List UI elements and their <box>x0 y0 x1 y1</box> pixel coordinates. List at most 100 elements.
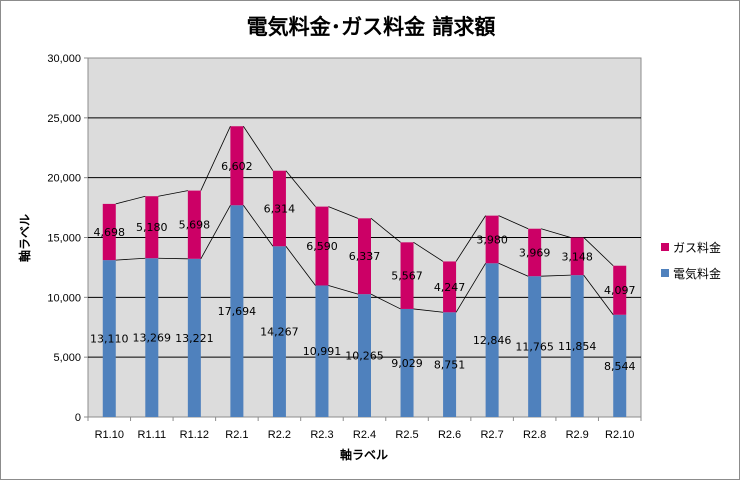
x-tick-label: R2.7 <box>480 429 503 441</box>
series-line-total <box>455 215 486 262</box>
y-tick-label: 5,000 <box>53 352 81 364</box>
series-line-electric <box>455 263 486 313</box>
data-label-gas: 5,567 <box>391 270 423 283</box>
bars <box>102 126 627 417</box>
bar-gas <box>315 206 329 286</box>
data-label-electric: 9,029 <box>391 357 423 370</box>
data-label-electric: 10,991 <box>303 345 342 358</box>
series-line-total <box>498 215 529 230</box>
bar-electric <box>485 263 499 417</box>
data-label-electric: 13,269 <box>133 332 172 345</box>
data-label-gas: 5,180 <box>136 221 168 234</box>
data-label-electric: 13,221 <box>175 332 214 345</box>
series-line-electric <box>285 246 316 286</box>
data-label-electric: 10,265 <box>345 350 384 363</box>
x-axis-label: 軸ラベル <box>340 447 388 462</box>
series-line-total <box>583 237 614 267</box>
bar-electric <box>570 275 584 417</box>
series-line-total <box>328 206 359 219</box>
series-line-electric <box>115 257 146 261</box>
legend-label-gas: ガス料金 <box>673 240 721 255</box>
series-line-electric <box>200 205 231 259</box>
data-labels: 13,110 4,698 13,269 5,180 13,221 5,698 17,694 6… <box>90 160 635 373</box>
data-label-electric: 13,110 <box>90 333 129 346</box>
series-lines <box>115 126 614 315</box>
x-tick-label: R2.10 <box>605 429 634 441</box>
y-tick-label: 25,000 <box>47 113 81 125</box>
series-line-electric <box>498 262 529 277</box>
x-tick-label: R1.11 <box>138 429 167 441</box>
x-tick-label: R1.12 <box>180 429 209 441</box>
data-label-gas: 4,097 <box>604 284 636 297</box>
data-label-gas: 6,590 <box>306 240 338 253</box>
x-tick-label: R2.4 <box>353 429 376 441</box>
data-label-electric: 8,544 <box>604 360 636 373</box>
x-tick-label: R2.1 <box>225 429 248 441</box>
y-axis-ticks: 0 5,000 10,000 15,000 20,000 25,000 30,000 <box>47 53 88 424</box>
data-label-gas: 6,337 <box>349 250 381 263</box>
bar-gas <box>358 218 371 295</box>
bar-gas <box>272 170 286 247</box>
bar-gas <box>443 261 457 313</box>
series-line-electric <box>541 274 571 277</box>
series-line-electric <box>583 274 614 315</box>
bar-gas <box>400 242 414 309</box>
bar-electric <box>613 314 627 417</box>
bar-electric <box>315 285 329 417</box>
series-line-electric <box>243 205 274 247</box>
x-tick-label: R2.6 <box>438 429 461 441</box>
x-axis-ticks: R1.10 R1.11 R1.12 R2.1 R2.2 R2.3 R2.4 R2.5 R2.6 R… <box>87 417 642 441</box>
bar-gas <box>570 237 584 276</box>
legend-swatch-electric <box>661 269 669 277</box>
bar-gas <box>102 203 116 261</box>
data-label-gas: 3,148 <box>561 250 593 263</box>
series-line-total <box>285 170 316 207</box>
x-tick-label: R2.9 <box>566 429 589 441</box>
y-tick-label: 10,000 <box>47 292 81 304</box>
y-tick-label: 0 <box>75 412 81 424</box>
data-label-gas: 6,602 <box>221 160 253 173</box>
series-line-total <box>370 218 401 243</box>
series-line-total <box>541 228 571 238</box>
bar-electric <box>102 260 116 417</box>
series-line-electric <box>328 285 359 295</box>
x-tick-label: R1.10 <box>95 429 124 441</box>
y-tick-label: 20,000 <box>47 173 81 185</box>
series-line-total <box>158 190 188 197</box>
bar-electric <box>400 308 414 417</box>
x-tick-label: R2.8 <box>523 429 546 441</box>
data-label-electric: 11,854 <box>558 340 597 353</box>
y-tick-label: 15,000 <box>47 233 81 245</box>
data-label-gas: 5,698 <box>179 219 211 232</box>
series-line-electric <box>158 257 188 260</box>
data-label-electric: 14,267 <box>260 326 299 339</box>
series-line-total <box>243 126 274 171</box>
data-label-gas: 4,247 <box>434 281 466 294</box>
x-tick-label: R2.5 <box>395 429 418 441</box>
data-label-gas: 3,980 <box>476 233 508 246</box>
bar-gas <box>485 215 499 264</box>
data-label-electric: 12,846 <box>473 334 512 347</box>
bar-electric <box>230 205 244 417</box>
bar-electric <box>187 258 201 417</box>
series-line-total <box>413 241 444 262</box>
bar-electric <box>358 294 371 417</box>
data-label-electric: 11,765 <box>515 341 554 354</box>
chart-title: 電気料金･ガス料金 請求額 <box>247 15 496 39</box>
y-tick-label: 30,000 <box>47 53 81 65</box>
bar-electric <box>145 258 159 417</box>
y-axis-label: 軸ラベル <box>17 214 32 262</box>
bar-electric <box>272 246 286 417</box>
bar-gas <box>528 228 542 277</box>
bar-electric <box>528 276 542 417</box>
legend-swatch-gas <box>661 243 669 251</box>
data-label-gas: 4,698 <box>94 226 126 239</box>
bar-gas <box>613 265 627 315</box>
series-line-electric <box>370 293 401 310</box>
legend-label-electric: 電気料金 <box>673 266 721 281</box>
series-line-total <box>115 195 146 205</box>
series-line-electric <box>413 308 444 313</box>
bar-electric <box>443 312 457 417</box>
